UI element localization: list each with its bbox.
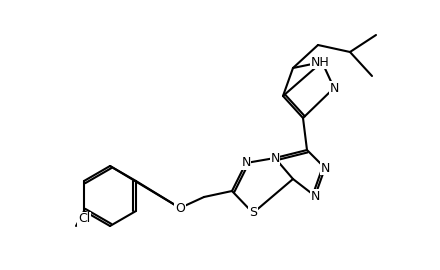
Text: N: N xyxy=(241,157,251,170)
Text: N: N xyxy=(320,161,330,174)
Text: Cl: Cl xyxy=(78,212,90,225)
Text: NH: NH xyxy=(311,56,330,69)
Text: S: S xyxy=(249,207,257,220)
Text: N: N xyxy=(310,190,320,202)
Text: O: O xyxy=(175,201,185,214)
Text: N: N xyxy=(270,151,280,164)
Text: N: N xyxy=(329,82,339,94)
